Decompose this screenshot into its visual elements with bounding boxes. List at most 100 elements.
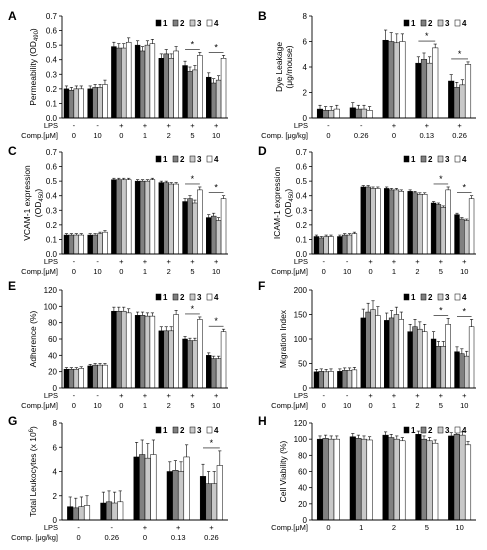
y-tick-label: 50 (298, 360, 307, 369)
x-group-label: 10 (212, 401, 220, 410)
legend-swatch-1 (403, 293, 410, 301)
x-row-label: Comp. [μg/kg] (261, 131, 308, 140)
x-group-label: 2 (167, 131, 171, 140)
y-tick-label: 100 (294, 335, 308, 344)
panel-d: D 0.0 0.1 0.2 0.3 0.4 0.5 0.6 0.7 ICAM-1 expressi… (258, 144, 476, 276)
y-tick-label: 0.0 (296, 250, 308, 259)
legend-label: 4 (462, 426, 467, 435)
bar-series-1 (67, 506, 74, 521)
y-tick-label: 0.4 (46, 56, 58, 65)
x-group-label: - (346, 391, 349, 400)
x-group-label: + (190, 121, 195, 130)
y-axis-label: ICAM-1 expression (272, 167, 282, 240)
bar-series-2 (210, 82, 217, 119)
bar-series-1 (384, 188, 390, 255)
bar-series-1 (87, 234, 93, 255)
x-row-label: Comp.[μM] (271, 267, 308, 276)
x-group-label: + (392, 121, 397, 130)
y-tick-label: 120 (44, 286, 58, 295)
y-tick-label: 0.7 (46, 148, 58, 157)
bar-series-4 (351, 233, 358, 255)
bar-series-2 (187, 71, 193, 119)
bar-series-3 (417, 328, 423, 389)
bar-series-2 (139, 180, 146, 255)
bar-series-1 (206, 76, 212, 119)
bar-series-1 (407, 191, 413, 255)
legend-swatch-4 (206, 155, 213, 163)
x-group-label: + (167, 257, 172, 266)
legend-label: 3 (445, 426, 450, 435)
bar-series-2 (355, 108, 362, 119)
y-tick-label: 20 (48, 368, 57, 377)
x-group-label: - (322, 391, 325, 400)
bar-series-4 (78, 368, 84, 389)
bar-series-3 (192, 69, 198, 119)
bar-series-2 (139, 315, 146, 389)
bar-series-1 (206, 217, 212, 255)
bar-series-3 (360, 108, 368, 119)
x-group-label: 10 (93, 131, 101, 140)
bar-series-1 (430, 202, 437, 255)
bar-series-1 (430, 338, 437, 389)
bar-series-4 (220, 198, 227, 255)
bar-series-1 (182, 201, 188, 255)
x-group-label: + (143, 257, 148, 266)
bar-series-2 (68, 368, 75, 389)
bar-series-1 (111, 46, 117, 119)
legend-label: 2 (428, 155, 433, 164)
bar-series-4 (125, 41, 132, 119)
bar-series-3 (144, 44, 151, 119)
bar-series-4 (220, 331, 227, 389)
bar-series-1 (158, 58, 165, 119)
x-group-label: 0.26 (204, 533, 219, 542)
legend-swatch-2 (420, 155, 427, 163)
bar-series-4 (102, 84, 108, 119)
bar-series-3 (440, 207, 446, 255)
bar-series-4 (183, 456, 190, 521)
significance-asterisk: * (191, 304, 195, 314)
x-group-label: 5 (190, 267, 194, 276)
bar-series-3 (211, 483, 218, 521)
bar-series-3 (73, 368, 80, 389)
y-tick-label: 0.2 (46, 221, 58, 230)
x-group-label: 10 (455, 523, 463, 532)
x-group-label: - (96, 257, 99, 266)
x-group-label: - (322, 257, 325, 266)
significance-asterisk: * (439, 305, 443, 315)
y-tick-label: 40 (298, 484, 307, 493)
bar-series-2 (68, 90, 75, 119)
panel-letter: E (8, 279, 16, 293)
y-tick-label: 0.5 (46, 177, 58, 186)
x-group-label: 0.26 (354, 131, 369, 140)
bar-series-1 (454, 351, 460, 389)
x-group-label: - (327, 121, 330, 130)
legend-label: 1 (411, 19, 416, 28)
bar-series-4 (399, 440, 406, 521)
x-group-label: + (415, 391, 420, 400)
legend-swatch-2 (172, 155, 179, 163)
bar-series-4 (216, 465, 223, 521)
x-group-label: + (176, 523, 181, 532)
y-tick-label: 0.5 (46, 41, 58, 50)
x-group-label: + (209, 523, 214, 532)
bar-series-3 (168, 330, 174, 389)
x-group-label: + (425, 121, 430, 130)
x-group-label: + (462, 257, 467, 266)
y-axis-label: Dye Leakage (274, 42, 284, 92)
bar-series-3 (121, 47, 127, 119)
bar-series-2 (453, 87, 460, 119)
bar-series-1 (199, 476, 207, 521)
bar-series-2 (116, 310, 122, 389)
y-tick-label: 0.4 (296, 192, 308, 201)
bar-series-4 (173, 314, 179, 389)
x-row-label: Comp.[μM] (21, 131, 58, 140)
x-group-label: + (368, 257, 373, 266)
x-group-label: - (73, 257, 76, 266)
bar-series-4 (328, 371, 334, 389)
bar-series-4 (117, 501, 124, 521)
y-tick-label: 80 (48, 319, 57, 328)
bar-series-1 (337, 371, 343, 389)
x-group-label: + (439, 391, 444, 400)
legend-label: 1 (163, 155, 168, 164)
y-tick-label: 4 (303, 63, 308, 72)
